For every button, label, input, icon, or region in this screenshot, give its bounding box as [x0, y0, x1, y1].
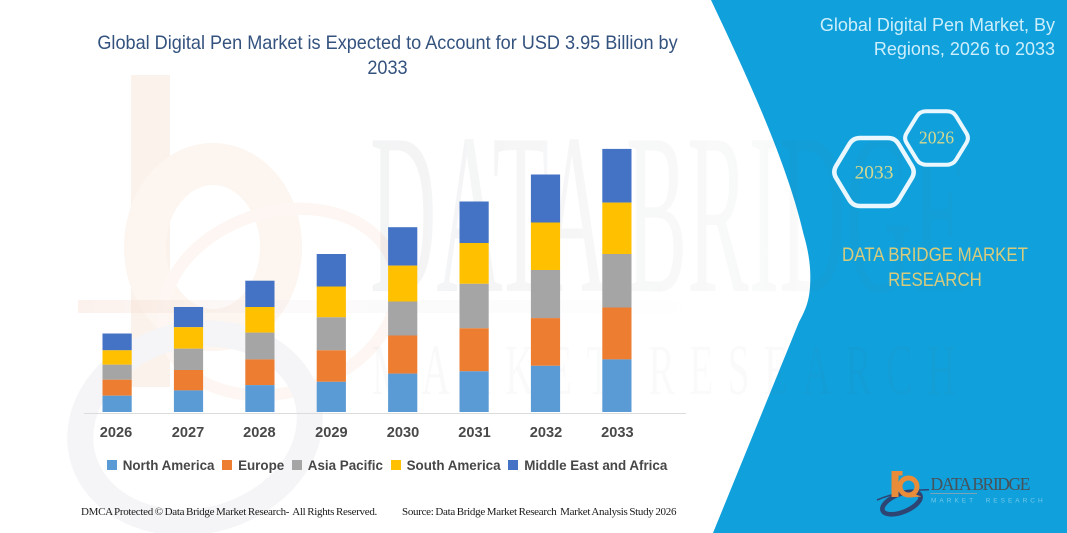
svg-text:2033: 2033 — [855, 162, 894, 183]
svg-text:DATA BRIDGE: DATA BRIDGE — [931, 474, 1032, 494]
svg-text:2026: 2026 — [919, 128, 954, 148]
svg-text:MARKET RESEARCH: MARKET RESEARCH — [931, 498, 1046, 505]
